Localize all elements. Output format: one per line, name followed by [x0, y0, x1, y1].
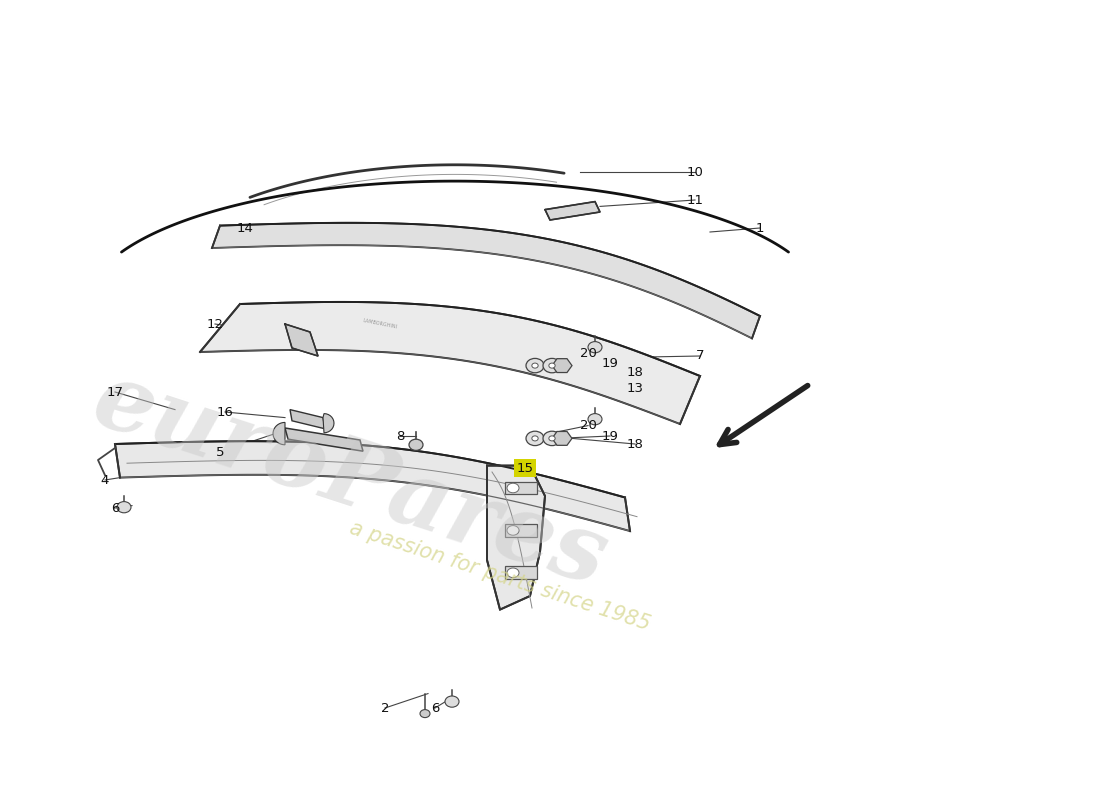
Text: 20: 20 [580, 419, 596, 432]
Circle shape [532, 363, 538, 368]
Polygon shape [552, 431, 572, 446]
Text: LAMBORGHINI: LAMBORGHINI [362, 318, 398, 330]
Text: euroPares: euroPares [81, 354, 618, 606]
Circle shape [507, 526, 519, 535]
Text: 6: 6 [431, 702, 439, 714]
Polygon shape [273, 422, 285, 445]
Text: 16: 16 [217, 406, 233, 418]
Text: 5: 5 [216, 446, 224, 458]
Circle shape [543, 358, 561, 373]
Circle shape [532, 436, 538, 441]
Polygon shape [285, 428, 363, 451]
Text: a passion for parts since 1985: a passion for parts since 1985 [348, 518, 653, 634]
Text: 11: 11 [686, 194, 704, 206]
Text: 18: 18 [627, 366, 644, 378]
Polygon shape [552, 358, 572, 373]
Circle shape [526, 358, 544, 373]
Circle shape [507, 568, 519, 578]
Polygon shape [544, 202, 600, 220]
Polygon shape [116, 441, 630, 531]
Text: 10: 10 [686, 166, 703, 178]
Text: 7: 7 [695, 350, 704, 362]
Text: 1: 1 [756, 222, 764, 234]
Text: 6: 6 [111, 502, 119, 514]
Polygon shape [285, 324, 318, 356]
Text: 8: 8 [396, 430, 404, 442]
Text: 20: 20 [580, 347, 596, 360]
Text: 15: 15 [517, 462, 534, 474]
Circle shape [543, 431, 561, 446]
Polygon shape [487, 466, 544, 610]
Text: 14: 14 [236, 222, 253, 234]
Circle shape [588, 342, 602, 353]
Circle shape [420, 710, 430, 718]
Polygon shape [323, 414, 334, 433]
Text: 13: 13 [627, 382, 644, 394]
Circle shape [549, 436, 556, 441]
Polygon shape [505, 566, 537, 579]
Polygon shape [200, 302, 700, 424]
Circle shape [588, 414, 602, 425]
Text: 4: 4 [101, 474, 109, 486]
Circle shape [409, 439, 424, 450]
Circle shape [549, 363, 556, 368]
Text: 17: 17 [107, 386, 123, 398]
Text: 19: 19 [602, 358, 618, 370]
Polygon shape [505, 482, 537, 494]
Circle shape [446, 696, 459, 707]
Circle shape [117, 502, 131, 513]
Text: 19: 19 [602, 430, 618, 442]
Circle shape [507, 483, 519, 493]
Text: 12: 12 [207, 318, 223, 330]
Circle shape [526, 431, 544, 446]
Polygon shape [505, 524, 537, 537]
Text: 2: 2 [381, 702, 389, 714]
Text: 18: 18 [627, 438, 644, 450]
Polygon shape [212, 223, 760, 338]
Polygon shape [290, 410, 324, 429]
